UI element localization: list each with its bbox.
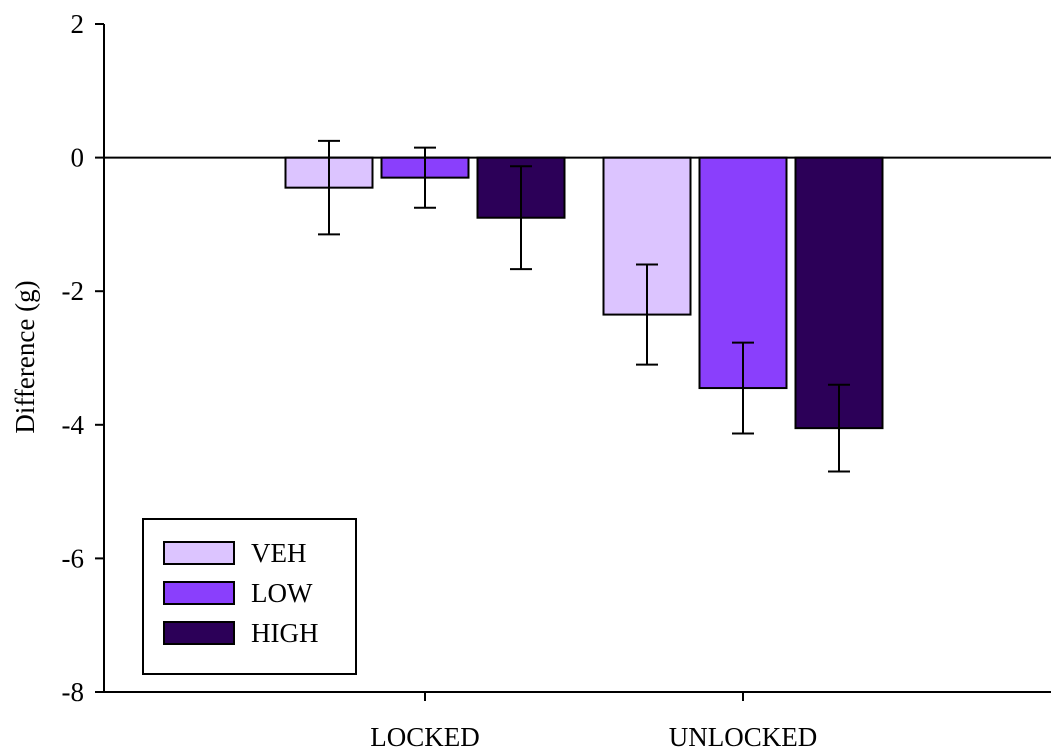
x-tick-label: UNLOCKED [669, 722, 818, 750]
y-tick-label: -4 [62, 410, 85, 440]
bar-high [794, 156, 884, 430]
legend-swatch-veh [163, 541, 235, 565]
y-tick-label: -8 [62, 677, 85, 707]
y-tick-label: 0 [71, 143, 85, 173]
legend-swatch-low [163, 581, 235, 605]
legend-label-high: HIGH [251, 618, 319, 648]
y-tick-label: 2 [71, 9, 85, 39]
x-tick-label: LOCKED [370, 722, 480, 750]
bars-layer [284, 156, 884, 430]
legend: VEH LOW HIGH [142, 518, 357, 675]
axes-layer [95, 23, 1051, 701]
y-tick-label: -2 [62, 276, 85, 306]
y-tick-label: -6 [62, 543, 85, 573]
legend-label-veh: VEH [251, 538, 307, 568]
error-bars-layer [104, 139, 1051, 473]
labels-layer: 2 0 -2 -4 -6 -8 LOCKED UNLOCKED Difference (g) [10, 9, 818, 752]
legend-label-low: LOW [251, 578, 313, 608]
legend-swatch-high [163, 621, 235, 645]
y-axis-title: Difference (g) [10, 280, 40, 433]
